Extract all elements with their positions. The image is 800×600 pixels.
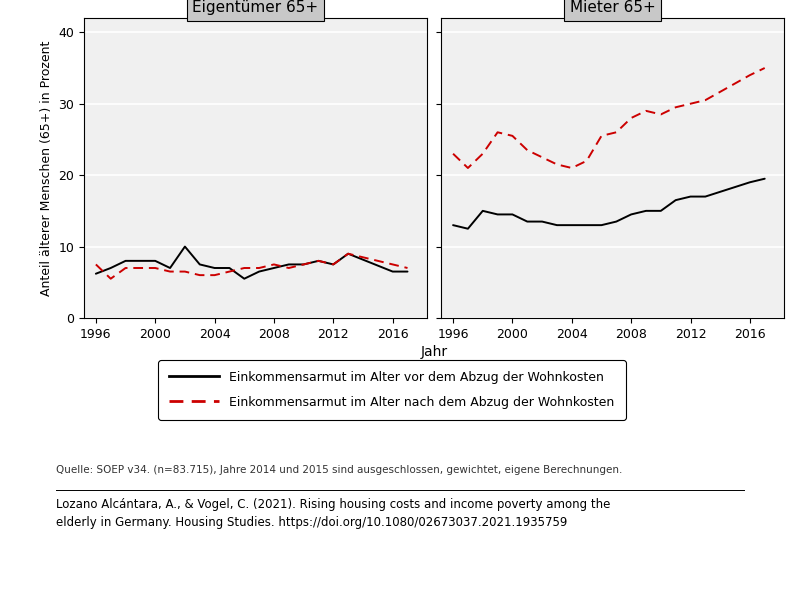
- Title: Mieter 65+: Mieter 65+: [570, 1, 655, 16]
- Text: Quelle: SOEP v34. (n=83.715), Jahre 2014 und 2015 sind ausgeschlossen, gewichtet: Quelle: SOEP v34. (n=83.715), Jahre 2014…: [56, 465, 622, 475]
- Y-axis label: Anteil älterer Menschen (65+) in Prozent: Anteil älterer Menschen (65+) in Prozent: [40, 40, 53, 296]
- Legend: Einkommensarmut im Alter vor dem Abzug der Wohnkosten, Einkommensarmut im Alter : Einkommensarmut im Alter vor dem Abzug d…: [158, 360, 626, 420]
- Title: Eigentümer 65+: Eigentümer 65+: [192, 1, 318, 16]
- Text: Lozano Alcántara, A., & Vogel, C. (2021). Rising housing costs and income povert: Lozano Alcántara, A., & Vogel, C. (2021)…: [56, 498, 610, 529]
- Text: Jahr: Jahr: [421, 345, 447, 359]
